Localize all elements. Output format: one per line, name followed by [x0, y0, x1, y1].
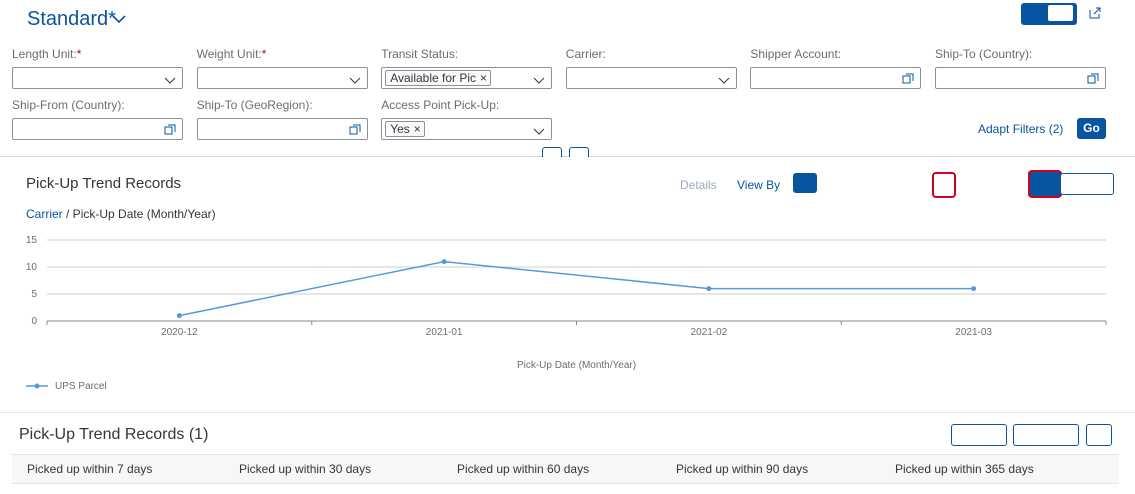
- filter-label: Shipper Account:: [750, 47, 841, 61]
- column-header: Picked up within 30 days: [239, 462, 372, 476]
- filter-label-text: Access Point Pick-Up:: [381, 98, 500, 112]
- settings-button[interactable]: [932, 172, 956, 198]
- breadcrumb-rest: / Pick-Up Date (Month/Year): [66, 207, 216, 221]
- input-icon[interactable]: [533, 123, 545, 135]
- chart: 0 5 10 15 2020-12 2021-01 2021-02 2021-03 Pick-U…: [26, 235, 1107, 392]
- filter-input[interactable]: [12, 118, 183, 140]
- filter-input[interactable]: Yes: [381, 118, 553, 140]
- filter-input[interactable]: [196, 118, 368, 140]
- export-button[interactable]: [1013, 424, 1079, 446]
- series-line: [179, 260, 974, 317]
- legend-label: UPS Parcel: [55, 381, 107, 392]
- filter-label: Ship-To (Country):: [935, 47, 1032, 61]
- column-header: Picked up within 365 days: [895, 462, 1034, 476]
- x-tick-label: 2021-02: [691, 327, 728, 338]
- input-icon[interactable]: [718, 72, 730, 84]
- filter-label: Ship-From (Country):: [12, 98, 125, 112]
- filter-label-text: Ship-From (Country):: [12, 98, 125, 112]
- data-point: [971, 286, 977, 292]
- variant-title[interactable]: Standard*: [27, 8, 116, 30]
- y-tick-label: 0: [31, 316, 37, 327]
- data-point: [441, 259, 447, 265]
- column-header: Picked up within 60 days: [457, 462, 590, 476]
- column-header: Picked up within 90 days: [676, 462, 809, 476]
- filter-label: Transit Status:: [381, 47, 458, 61]
- x-tick-label: 2020-12: [161, 327, 198, 338]
- details-button[interactable]: Details: [680, 178, 717, 192]
- data-point: [176, 313, 182, 319]
- input-icon[interactable]: [902, 72, 914, 84]
- filter-input[interactable]: [196, 67, 368, 89]
- filter-label: Carrier:: [566, 47, 606, 61]
- filter-label: Access Point Pick-Up:: [381, 98, 499, 112]
- filter-label: Ship-To (GeoRegion):: [197, 98, 313, 112]
- token[interactable]: Yes: [385, 121, 425, 137]
- filter-label-text: Length Unit:: [12, 47, 77, 61]
- input-icon[interactable]: [349, 123, 361, 135]
- view-switch[interactable]: [1060, 173, 1114, 195]
- input-icon[interactable]: [164, 72, 176, 84]
- chart-panel: [0, 157, 1135, 412]
- y-tick-label: 5: [31, 289, 37, 300]
- filter-input[interactable]: [565, 67, 737, 89]
- filter-label-text: Weight Unit:: [196, 47, 262, 61]
- input-icon[interactable]: [533, 72, 545, 84]
- y-tick-label: 15: [26, 235, 38, 246]
- chart-toggle[interactable]: [1048, 5, 1073, 21]
- table-title: Pick-Up Trend Records (1): [19, 426, 209, 443]
- visibility-toggle[interactable]: [951, 424, 1007, 446]
- input-icon[interactable]: [349, 72, 360, 84]
- column-header: Picked up within 7 days: [27, 462, 153, 476]
- filter-input[interactable]: Available for Pic: [381, 67, 553, 89]
- adapt-filters[interactable]: Adapt Filters (2): [978, 122, 1064, 136]
- input-icon[interactable]: [1087, 72, 1099, 84]
- x-tick-label: 2021-03: [955, 327, 992, 338]
- filter-label-text: Ship-To (Country):: [935, 47, 1033, 61]
- data-point: [706, 286, 712, 292]
- filter-label: Length Unit:*: [12, 47, 81, 61]
- share-icon[interactable]: [1088, 6, 1102, 20]
- go-button[interactable]: Go: [1077, 118, 1106, 139]
- chart-title: Pick-Up Trend Records: [26, 175, 182, 192]
- filter-label-text: Carrier:: [565, 47, 606, 61]
- filter-input[interactable]: [935, 67, 1106, 89]
- filter-label-text: Shipper Account:: [750, 47, 842, 61]
- breadcrumb: Carrier / Pick-Up Date (Month/Year): [26, 207, 216, 221]
- filter-input[interactable]: [750, 67, 922, 89]
- token[interactable]: Available for Pic: [385, 70, 492, 86]
- required-mark: *: [76, 47, 82, 61]
- combined-view[interactable]: [1028, 170, 1062, 198]
- filter-input[interactable]: [12, 67, 183, 89]
- filter-label-text: Transit Status:: [381, 47, 459, 61]
- legend-toggle[interactable]: [793, 173, 817, 193]
- x-axis-title: Pick-Up Date (Month/Year): [517, 360, 636, 371]
- view-by-button[interactable]: View By: [737, 178, 781, 192]
- table-header: Picked up within 7 days Picked up within …: [12, 454, 1119, 484]
- input-icon[interactable]: [164, 123, 176, 135]
- filter-label-text: Ship-To (GeoRegion):: [196, 98, 313, 112]
- y-tick-label: 10: [26, 262, 38, 273]
- required-mark: *: [261, 47, 267, 61]
- legend-dot: [34, 383, 40, 389]
- fullscreen-button[interactable]: [1086, 424, 1112, 446]
- x-tick-label: 2021-01: [426, 327, 463, 338]
- breadcrumb-link[interactable]: Carrier: [26, 207, 63, 221]
- filter-label: Weight Unit:*: [197, 47, 267, 61]
- variant-chevron[interactable]: [111, 13, 127, 25]
